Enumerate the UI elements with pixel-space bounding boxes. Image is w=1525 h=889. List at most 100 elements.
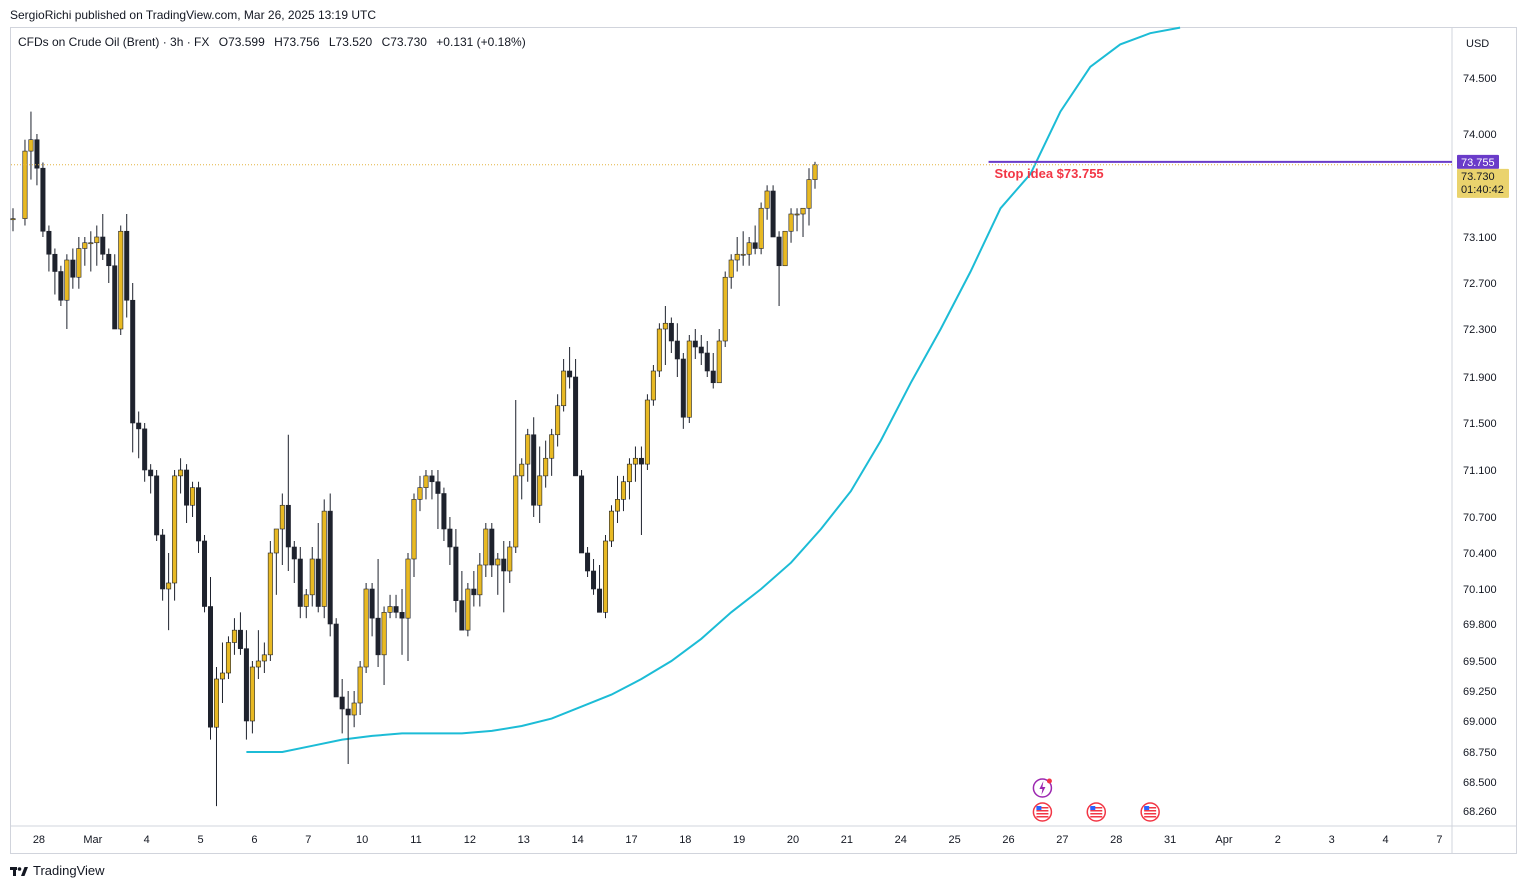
legend-low: L73.520 [328,35,373,49]
candle-up [722,276,728,342]
tradingview-logo-icon [10,866,28,876]
legend-high: H73.756 [274,35,320,49]
candle-down [501,558,507,572]
candle-up [213,678,219,728]
candle-up [632,457,638,465]
candle-down [638,457,644,465]
candle-up [788,213,794,232]
time-tick-label: 3 [1329,834,1335,846]
candle-down [237,629,243,649]
candle-up [255,660,261,668]
candle-up [64,259,70,301]
price-tick-label: 71.900 [1463,372,1497,384]
price-axis[interactable]: 68.260 68.500 68.750 69.000 69.250 69.500 69.8… [1457,73,1509,818]
price-tick-label: 70.100 [1463,584,1497,596]
candle-up [650,370,656,401]
candle-down [112,265,118,330]
overlay-layer: Stop idea $73.755 [11,160,1452,181]
stop-price-tag-text: 73.755 [1461,157,1495,169]
candle-up [190,487,196,506]
candle-down [429,475,435,483]
legend-symbol[interactable]: CFDs on Crude Oil (Brent) · 3h · FX [18,35,210,49]
candle-down [585,552,591,572]
candle-up [686,340,692,418]
candle-down [46,230,52,255]
grid-layer [11,28,1516,853]
price-tick-label: 69.000 [1463,716,1497,728]
candle-down [567,370,573,378]
time-tick-label: 27 [1056,834,1068,846]
time-tick-label: 5 [197,834,203,846]
price-tick-label: 69.500 [1463,656,1497,668]
candle-up [423,475,429,488]
us-flag-event-icon[interactable] [1086,802,1107,822]
flag-circle [1086,802,1107,822]
candle-up [603,540,609,613]
candle-down [148,469,154,477]
time-tick-label: 14 [571,834,583,846]
legend-open: O73.599 [218,35,265,49]
candle-up [417,487,423,500]
candle-down [776,236,782,267]
candle-up [381,612,387,656]
candle-down [591,570,597,590]
flag-stripe [1036,807,1049,809]
time-tick-label: 31 [1164,834,1176,846]
currency-label[interactable]: USD [1466,38,1490,50]
time-axis[interactable]: 28 Mar 4 5 6 7 10 11 12 13 14 17 18 19 20 21 24 25 26 27 28 3… [33,834,1443,846]
candle-up [740,253,746,256]
last-price-tag [1457,168,1509,198]
time-tick-label: 2 [1275,834,1281,846]
candle-up [279,504,285,530]
stop-price-tag [1457,154,1499,169]
time-tick-label: 10 [356,834,368,846]
moving-average-line [246,26,1181,753]
flag-canton [1144,806,1150,810]
candle-down [399,612,405,619]
price-tick-label: 74.000 [1463,129,1497,141]
candle-up [495,558,501,566]
candle-down [680,358,686,418]
candle-down [471,588,477,596]
candle-up [782,230,788,267]
candle-up [76,248,82,278]
lightning-icon [1039,781,1046,795]
candle-up [812,164,818,180]
footer-brand[interactable]: TradingView [10,863,105,878]
candle-up [483,528,489,566]
candle-up [465,588,471,631]
candle-down [52,253,58,272]
candle-up [513,475,519,548]
candle-up [608,510,614,542]
candle-up [82,242,88,249]
candle-up [172,475,178,584]
time-tick-label: 11 [410,834,421,846]
us-flag-event-icon[interactable] [1140,802,1160,822]
candle-down [345,708,351,716]
candle-up [267,552,273,656]
candle-up [411,499,417,560]
candle-up [662,322,668,330]
candle-up [225,642,231,674]
candle-down [208,606,214,728]
time-tick-label: 25 [949,834,961,846]
price-tick-label: 68.500 [1463,777,1497,789]
candle-down [40,167,46,232]
candle-down [327,510,333,625]
price-tick-label: 72.700 [1463,278,1497,290]
candle-up [626,463,632,483]
time-tick-label: 21 [841,834,853,846]
moving-average-layer [246,26,1181,753]
earnings-event-icon[interactable] [1032,778,1053,798]
legend-change: +0.131 (+0.18%) [436,35,526,49]
candle-down [573,376,579,477]
us-flag-event-icon[interactable] [1032,802,1053,822]
candle-down [243,648,249,722]
flag-canton [1036,806,1042,810]
publisher-byline: SergioRichi published on TradingView.com… [10,8,376,22]
candle-up [543,457,549,477]
events-layer[interactable] [1032,778,1160,822]
time-tick-label: 18 [679,834,691,846]
flag-stripe [1090,816,1103,818]
